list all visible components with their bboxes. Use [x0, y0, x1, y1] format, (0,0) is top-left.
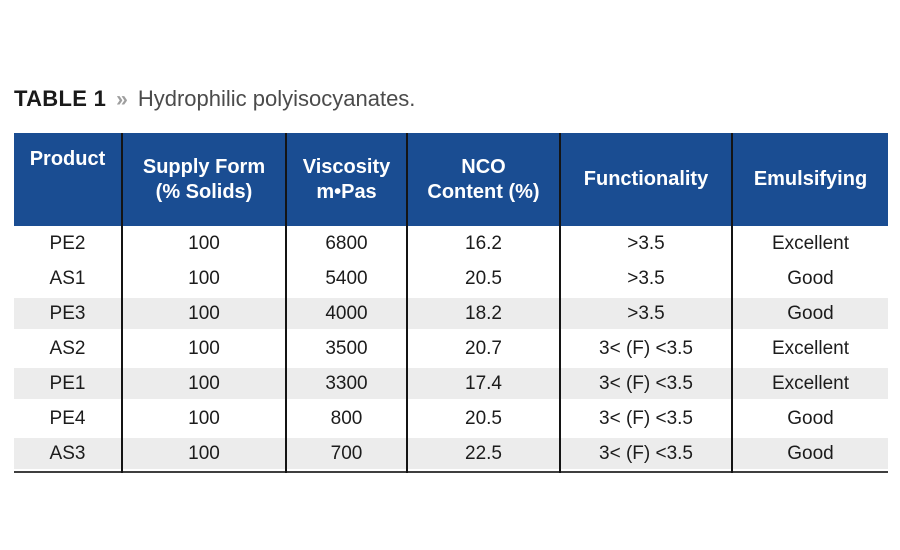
data-table: Product Supply Form (% Solids) Viscosity…	[14, 133, 888, 473]
cell-viscosity: 800	[285, 401, 407, 436]
cell-viscosity: 5400	[285, 261, 407, 296]
cell-viscosity: 700	[285, 436, 407, 472]
double-chevron-icon: »	[116, 88, 128, 111]
cell-product: PE4	[14, 401, 122, 436]
table-row: PE2 100 6800 16.2 >3.5 Excellent	[14, 226, 888, 261]
table-body: PE2 100 6800 16.2 >3.5 Excellent AS1 100…	[14, 226, 888, 472]
column-header-supply-form: Supply Form (% Solids)	[121, 133, 286, 226]
cell-nco-content: 18.2	[406, 296, 560, 331]
cell-emulsifying: Excellent	[731, 226, 888, 261]
cell-functionality: 3< (F) <3.5	[559, 436, 732, 472]
cell-product: AS1	[14, 261, 122, 296]
cell-nco-content: 16.2	[406, 226, 560, 261]
cell-nco-content: 22.5	[406, 436, 560, 472]
cell-supply-form: 100	[121, 296, 286, 331]
cell-product: AS2	[14, 331, 122, 366]
cell-emulsifying: Good	[731, 401, 888, 436]
cell-functionality: 3< (F) <3.5	[559, 366, 732, 401]
table-header: Product Supply Form (% Solids) Viscosity…	[14, 133, 888, 226]
cell-functionality: >3.5	[559, 226, 732, 261]
cell-functionality: >3.5	[559, 261, 732, 296]
cell-emulsifying: Excellent	[731, 366, 888, 401]
table-caption: TABLE 1 » Hydrophilic polyisocyanates.	[14, 86, 900, 116]
cell-supply-form: 100	[121, 226, 286, 261]
cell-product: PE2	[14, 226, 122, 261]
cell-viscosity: 3300	[285, 366, 407, 401]
table-row: AS2 100 3500 20.7 3< (F) <3.5 Excellent	[14, 331, 888, 366]
table-row: PE3 100 4000 18.2 >3.5 Good	[14, 296, 888, 331]
table-row: PE1 100 3300 17.4 3< (F) <3.5 Excellent	[14, 366, 888, 401]
column-header-viscosity: Viscosity m•Pas	[285, 133, 407, 226]
cell-supply-form: 100	[121, 436, 286, 472]
cell-supply-form: 100	[121, 366, 286, 401]
cell-nco-content: 20.7	[406, 331, 560, 366]
cell-supply-form: 100	[121, 331, 286, 366]
column-header-nco-content: NCO Content (%)	[406, 133, 560, 226]
table-caption-label: TABLE 1	[14, 86, 107, 111]
column-header-product: Product	[14, 133, 122, 226]
cell-nco-content: 20.5	[406, 261, 560, 296]
table-row: AS1 100 5400 20.5 >3.5 Good	[14, 261, 888, 296]
cell-emulsifying: Good	[731, 296, 888, 331]
cell-functionality: >3.5	[559, 296, 732, 331]
cell-emulsifying: Good	[731, 261, 888, 296]
cell-emulsifying: Excellent	[731, 331, 888, 366]
column-header-functionality: Functionality	[559, 133, 732, 226]
header-row: Product Supply Form (% Solids) Viscosity…	[14, 133, 888, 226]
cell-functionality: 3< (F) <3.5	[559, 331, 732, 366]
cell-viscosity: 4000	[285, 296, 407, 331]
cell-supply-form: 100	[121, 261, 286, 296]
cell-product: PE3	[14, 296, 122, 331]
cell-viscosity: 6800	[285, 226, 407, 261]
cell-viscosity: 3500	[285, 331, 407, 366]
table-caption-text: Hydrophilic polyisocyanates.	[137, 86, 416, 111]
table-row: AS3 100 700 22.5 3< (F) <3.5 Good	[14, 436, 888, 472]
cell-nco-content: 17.4	[406, 366, 560, 401]
cell-functionality: 3< (F) <3.5	[559, 401, 732, 436]
column-header-emulsifying: Emulsifying	[731, 133, 888, 226]
cell-emulsifying: Good	[731, 436, 888, 472]
cell-supply-form: 100	[121, 401, 286, 436]
cell-product: AS3	[14, 436, 122, 472]
cell-product: PE1	[14, 366, 122, 401]
table-row: PE4 100 800 20.5 3< (F) <3.5 Good	[14, 401, 888, 436]
cell-nco-content: 20.5	[406, 401, 560, 436]
